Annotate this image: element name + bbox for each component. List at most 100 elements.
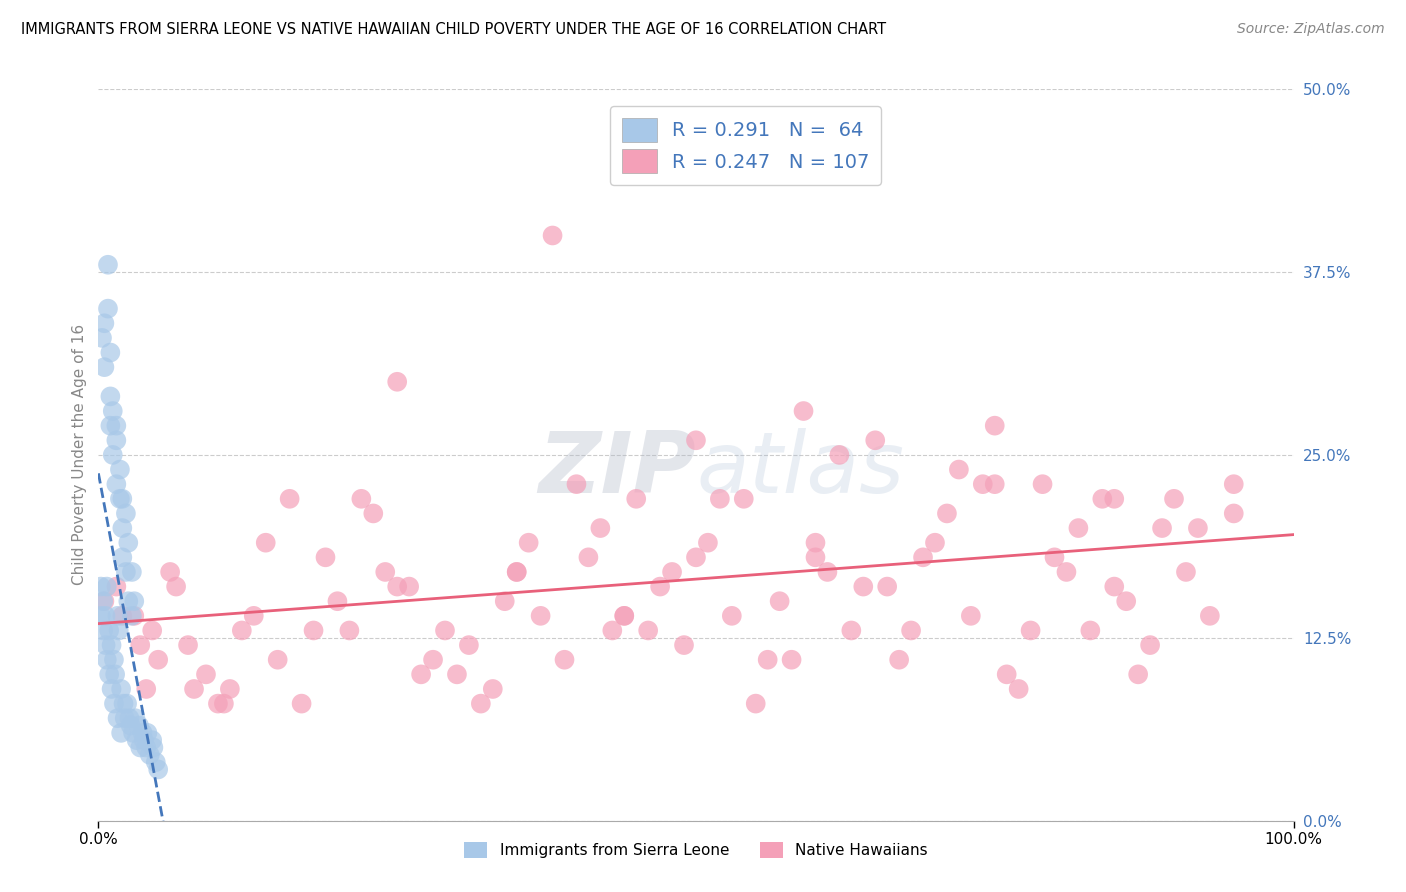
- Point: [506, 565, 529, 579]
- Point: [104, 667, 127, 681]
- Point: [1007, 681, 1029, 696]
- Point: [733, 491, 755, 506]
- Point: [363, 507, 385, 521]
- Point: [529, 608, 551, 623]
- Point: [326, 594, 349, 608]
- Point: [107, 711, 129, 725]
- Point: [96, 580, 118, 594]
- Point: [290, 697, 312, 711]
- Point: [125, 733, 148, 747]
- Point: [863, 434, 887, 448]
- Text: IMMIGRANTS FROM SIERRA LEONE VS NATIVE HAWAIIAN CHILD POVERTY UNDER THE AGE OF 1: IMMIGRANTS FROM SIERRA LEONE VS NATIVE H…: [21, 22, 886, 37]
- Point: [972, 477, 994, 491]
- Point: [1080, 624, 1102, 638]
- Point: [433, 624, 456, 638]
- Point: [129, 638, 152, 652]
- Point: [101, 404, 124, 418]
- Point: [243, 608, 266, 623]
- Point: [984, 477, 1007, 491]
- Point: [141, 624, 163, 638]
- Point: [315, 550, 337, 565]
- Point: [93, 316, 115, 330]
- Point: [98, 345, 122, 359]
- Point: [129, 740, 152, 755]
- Point: [103, 653, 125, 667]
- Point: [385, 375, 409, 389]
- Point: [900, 624, 922, 638]
- Point: [103, 697, 125, 711]
- Point: [1043, 550, 1066, 565]
- Point: [685, 434, 707, 448]
- Point: [1091, 491, 1114, 506]
- Point: [124, 594, 146, 608]
- Point: [685, 550, 707, 565]
- Point: [142, 740, 165, 755]
- Point: [1187, 521, 1209, 535]
- Point: [648, 580, 672, 594]
- Point: [219, 681, 242, 696]
- Point: [183, 681, 205, 696]
- Point: [98, 667, 121, 681]
- Point: [105, 580, 128, 594]
- Point: [613, 608, 636, 623]
- Point: [108, 462, 131, 476]
- Point: [107, 624, 129, 638]
- Point: [959, 608, 981, 623]
- Point: [506, 565, 529, 579]
- Point: [494, 594, 516, 608]
- Point: [995, 667, 1018, 681]
- Point: [135, 740, 157, 755]
- Point: [115, 507, 138, 521]
- Point: [422, 653, 444, 667]
- Point: [936, 507, 959, 521]
- Point: [720, 608, 742, 623]
- Point: [90, 608, 112, 623]
- Point: [93, 594, 115, 608]
- Point: [117, 594, 139, 608]
- Point: [115, 565, 138, 579]
- Point: [984, 418, 1007, 433]
- Point: [97, 301, 120, 316]
- Point: [90, 580, 112, 594]
- Point: [374, 565, 396, 579]
- Point: [302, 624, 325, 638]
- Point: [602, 624, 624, 638]
- Point: [768, 594, 790, 608]
- Point: [267, 653, 290, 667]
- Point: [121, 608, 143, 623]
- Point: [96, 653, 118, 667]
- Point: [145, 755, 167, 769]
- Point: [889, 653, 911, 667]
- Y-axis label: Child Poverty Under the Age of 16: Child Poverty Under the Age of 16: [72, 325, 87, 585]
- Text: ZIP: ZIP: [538, 428, 696, 511]
- Point: [91, 594, 114, 608]
- Point: [135, 681, 157, 696]
- Point: [111, 550, 134, 565]
- Point: [852, 580, 875, 594]
- Point: [1222, 477, 1246, 491]
- Point: [122, 726, 145, 740]
- Point: [111, 521, 134, 535]
- Legend: Immigrants from Sierra Leone, Native Hawaiians: Immigrants from Sierra Leone, Native Haw…: [458, 836, 934, 864]
- Point: [128, 718, 150, 732]
- Point: [94, 608, 117, 623]
- Point: [124, 608, 146, 623]
- Point: [350, 491, 373, 506]
- Point: [697, 535, 720, 549]
- Point: [793, 404, 815, 418]
- Point: [101, 448, 124, 462]
- Point: [93, 360, 115, 375]
- Point: [911, 550, 934, 565]
- Point: [576, 550, 599, 565]
- Point: [1222, 507, 1246, 521]
- Point: [141, 733, 163, 747]
- Point: [541, 228, 564, 243]
- Point: [100, 638, 122, 652]
- Point: [118, 711, 141, 725]
- Point: [1150, 521, 1173, 535]
- Point: [110, 681, 132, 696]
- Point: [105, 434, 128, 448]
- Point: [517, 535, 540, 549]
- Point: [120, 718, 142, 732]
- Point: [815, 565, 838, 579]
